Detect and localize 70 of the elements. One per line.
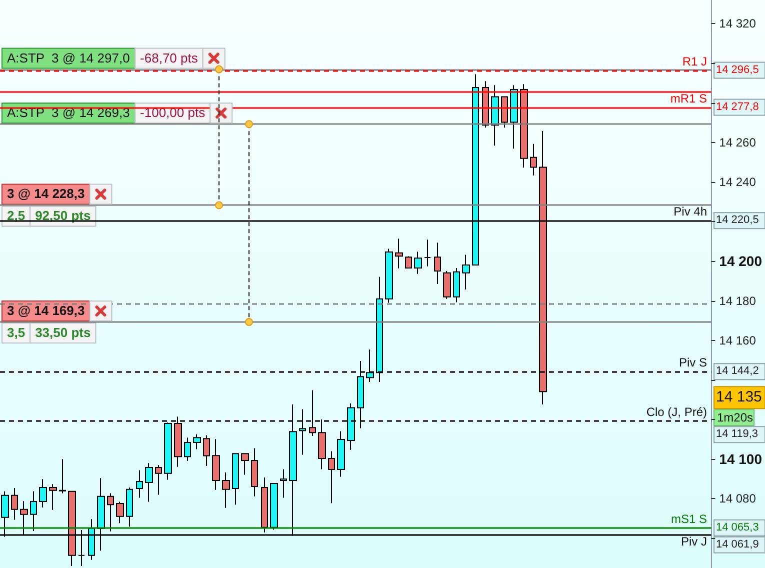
text: 14 277,8 [716, 100, 759, 113]
candlestick [520, 84, 528, 168]
candlestick [328, 450, 335, 504]
candlestick [530, 143, 537, 176]
y-tick-label: 14 320 [719, 16, 756, 31]
y-tick-label: 14 260 [719, 135, 756, 150]
candlestick [155, 464, 162, 496]
candlestick [222, 472, 230, 508]
y-tick-label: 14 180 [719, 294, 756, 308]
annotation: 33,50 pts [35, 325, 91, 340]
y-tick-label: 14 160 [719, 333, 756, 348]
y-tick-label: 14 240 [719, 175, 756, 190]
candlestick [145, 462, 153, 502]
candlestick [39, 478, 47, 508]
candlestick [203, 434, 210, 466]
candlestick [261, 477, 268, 533]
annotation: 92,50 pts [35, 208, 91, 224]
annotation: 3 @ 14 228,3 [7, 186, 85, 202]
y-tick-label: 14 080 [719, 492, 756, 506]
candlestick [232, 453, 239, 506]
candlestick [193, 434, 201, 450]
ref-line-label: Piv S [678, 356, 708, 370]
candlestick [212, 438, 220, 490]
candlestick [59, 458, 66, 494]
candlestick [510, 84, 518, 150]
text: 14 144,2 [716, 365, 759, 378]
candlestick [184, 437, 191, 462]
candlestick [453, 267, 460, 303]
annotation: -68,70 pts [140, 50, 198, 66]
candlestick [501, 96, 508, 128]
candlestick [434, 242, 441, 284]
candlestick [270, 482, 278, 530]
candlestick [241, 453, 249, 476]
candlestick [405, 256, 412, 268]
candlestick [337, 430, 345, 478]
text: 14 220,5 [716, 214, 759, 226]
candlestick [136, 470, 143, 498]
annotation: A:STP 3 @ 14 297,0 [7, 50, 130, 66]
candlestick [424, 239, 431, 267]
y-tick-label: 14 100 [719, 451, 762, 468]
candlestick [385, 248, 393, 304]
candlestick [462, 254, 470, 290]
candlestick [251, 448, 258, 497]
ref-line-label: mS1 S [670, 512, 708, 526]
candlestick [395, 238, 403, 269]
annotation: 3 @ 14 169,3 [7, 303, 85, 318]
ref-line-label: mR1 S [670, 91, 708, 106]
candlestick [126, 486, 133, 528]
candlestick [116, 501, 124, 524]
ref-line-label: Piv 4h [674, 204, 708, 219]
candlestick [107, 492, 114, 532]
candlestick [49, 484, 57, 510]
y-tick-label: 14 200 [719, 253, 762, 270]
text: 1m20s [717, 410, 754, 425]
text: 14 061,9 [716, 538, 759, 550]
text: 14 119,3 [716, 428, 758, 440]
candlestick [443, 270, 451, 300]
text: 14 065,3 [716, 521, 759, 534]
text: 14 296,5 [716, 64, 759, 76]
ref-line-label: R1 J [682, 54, 708, 68]
text: 14 135 [716, 388, 762, 406]
candlestick [11, 488, 18, 520]
ref-line-label: Clo (J, Pré) [646, 404, 708, 419]
candlestick [491, 84, 499, 146]
candlestick [30, 490, 37, 532]
ref-line-label: Piv J [680, 534, 708, 549]
annotation: 3,5 [7, 325, 26, 340]
candlestick [414, 251, 422, 274]
candlestick [280, 468, 287, 498]
annotation: 2,5 [7, 208, 26, 224]
